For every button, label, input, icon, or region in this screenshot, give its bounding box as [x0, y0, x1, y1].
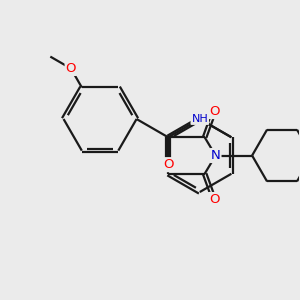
- Text: O: O: [66, 62, 76, 75]
- Text: NH: NH: [191, 114, 208, 124]
- Text: N: N: [211, 149, 220, 162]
- Text: O: O: [209, 193, 219, 206]
- Text: O: O: [163, 158, 173, 171]
- Text: O: O: [209, 105, 219, 118]
